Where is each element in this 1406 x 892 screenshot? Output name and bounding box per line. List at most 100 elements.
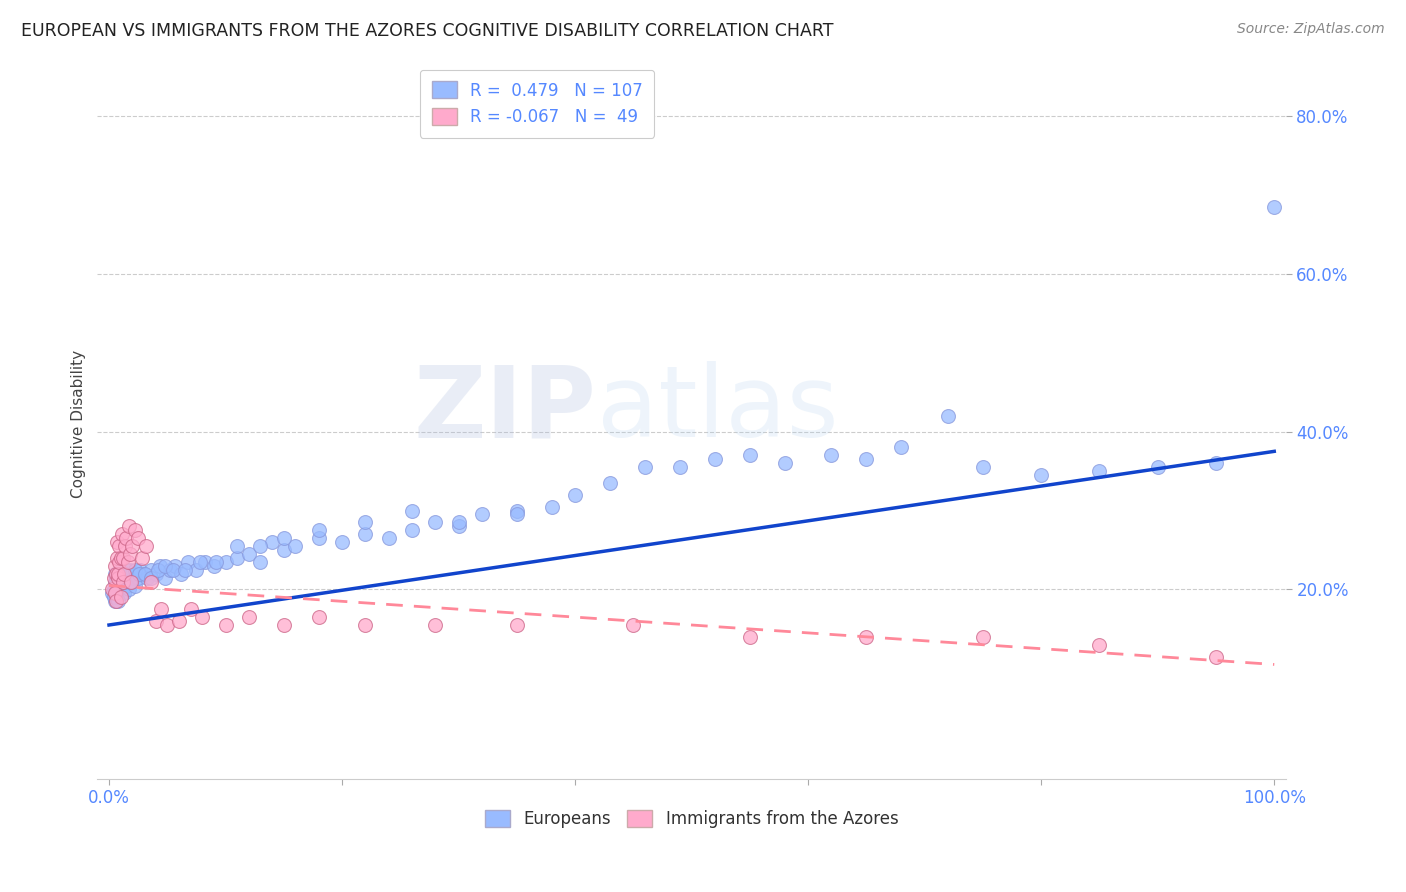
Point bbox=[262, 535, 284, 549]
Point bbox=[104, 594, 127, 608]
Point bbox=[506, 503, 529, 517]
Point bbox=[354, 516, 377, 530]
Point bbox=[249, 555, 271, 569]
Point bbox=[773, 456, 796, 470]
Point bbox=[425, 618, 447, 632]
Point bbox=[105, 594, 128, 608]
Point bbox=[145, 566, 167, 581]
Point bbox=[111, 574, 134, 589]
Point bbox=[103, 582, 125, 597]
Point bbox=[153, 558, 176, 573]
Point bbox=[107, 566, 129, 581]
Text: atlas: atlas bbox=[596, 361, 838, 458]
Point bbox=[401, 523, 423, 537]
Legend: Europeans, Immigrants from the Azores: Europeans, Immigrants from the Azores bbox=[478, 803, 905, 835]
Point bbox=[1031, 468, 1053, 483]
Point bbox=[110, 550, 132, 565]
Point bbox=[738, 448, 761, 462]
Point bbox=[972, 630, 994, 644]
Point bbox=[156, 618, 179, 632]
Point bbox=[132, 566, 155, 581]
Point bbox=[112, 574, 135, 589]
Point bbox=[139, 571, 162, 585]
Point bbox=[273, 543, 295, 558]
Point bbox=[506, 618, 529, 632]
Text: Source: ZipAtlas.com: Source: ZipAtlas.com bbox=[1237, 22, 1385, 37]
Point bbox=[214, 618, 236, 632]
Point bbox=[118, 547, 141, 561]
Point bbox=[447, 516, 470, 530]
Point bbox=[308, 523, 330, 537]
Point bbox=[104, 586, 127, 600]
Point bbox=[145, 614, 167, 628]
Point bbox=[273, 618, 295, 632]
Point bbox=[111, 566, 134, 581]
Point bbox=[105, 566, 128, 581]
Point bbox=[669, 460, 692, 475]
Point bbox=[149, 558, 172, 573]
Point bbox=[135, 539, 157, 553]
Point bbox=[447, 519, 470, 533]
Point bbox=[127, 571, 149, 585]
Point bbox=[110, 591, 132, 605]
Point bbox=[117, 571, 139, 585]
Point bbox=[377, 531, 399, 545]
Point bbox=[107, 586, 129, 600]
Text: ZIP: ZIP bbox=[413, 361, 596, 458]
Point bbox=[105, 578, 128, 592]
Point bbox=[308, 610, 330, 624]
Point bbox=[1205, 456, 1227, 470]
Point bbox=[170, 566, 193, 581]
Point bbox=[136, 571, 159, 585]
Point bbox=[110, 571, 132, 585]
Point bbox=[471, 508, 494, 522]
Point bbox=[202, 558, 225, 573]
Point bbox=[890, 441, 912, 455]
Point bbox=[110, 563, 132, 577]
Point bbox=[159, 563, 181, 577]
Point bbox=[401, 503, 423, 517]
Point bbox=[273, 531, 295, 545]
Point bbox=[820, 448, 842, 462]
Point bbox=[108, 555, 131, 569]
Point bbox=[1263, 200, 1285, 214]
Point bbox=[238, 547, 260, 561]
Point bbox=[308, 531, 330, 545]
Point bbox=[104, 566, 127, 581]
Point bbox=[972, 460, 994, 475]
Point bbox=[1205, 649, 1227, 664]
Point bbox=[1146, 460, 1168, 475]
Point bbox=[129, 563, 152, 577]
Point bbox=[540, 500, 562, 514]
Point bbox=[564, 488, 586, 502]
Point bbox=[249, 539, 271, 553]
Point bbox=[1088, 464, 1111, 478]
Point bbox=[621, 618, 644, 632]
Point bbox=[105, 535, 128, 549]
Point bbox=[226, 550, 249, 565]
Point bbox=[703, 452, 725, 467]
Point bbox=[111, 527, 134, 541]
Point bbox=[110, 574, 132, 589]
Point bbox=[506, 508, 529, 522]
Point bbox=[173, 563, 195, 577]
Point bbox=[205, 555, 228, 569]
Point bbox=[634, 460, 657, 475]
Point bbox=[330, 535, 353, 549]
Point bbox=[125, 566, 148, 581]
Point bbox=[108, 539, 131, 553]
Point bbox=[354, 618, 377, 632]
Point bbox=[107, 571, 129, 585]
Point bbox=[111, 571, 134, 585]
Point bbox=[120, 574, 142, 589]
Y-axis label: Cognitive Disability: Cognitive Disability bbox=[72, 350, 86, 498]
Point bbox=[115, 578, 138, 592]
Point bbox=[167, 614, 190, 628]
Point bbox=[165, 558, 187, 573]
Point bbox=[238, 610, 260, 624]
Point bbox=[127, 531, 149, 545]
Point bbox=[284, 539, 307, 553]
Point bbox=[101, 582, 124, 597]
Point bbox=[105, 571, 128, 585]
Point bbox=[139, 574, 162, 589]
